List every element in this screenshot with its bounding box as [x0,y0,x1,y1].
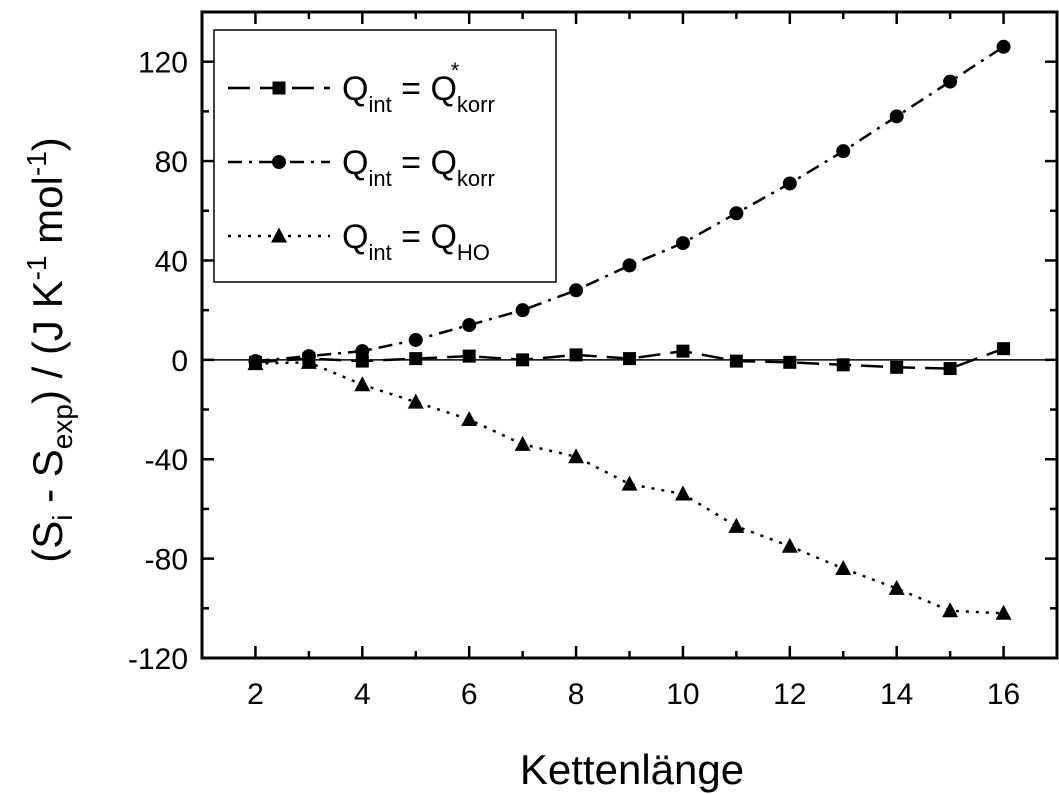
y-title-part: mol [24,176,71,255]
x-tick-label: 14 [880,678,913,711]
data-point-square [569,348,583,362]
legend-label-part: = Q [392,144,457,182]
series-line-square [255,347,1004,370]
y-axis-title: (Si - Sexp) / (J K-1 mol-1) [21,137,78,563]
legend-label-part: = Q [392,218,457,256]
data-point-circle [729,206,744,221]
data-point-triangle [461,410,478,426]
legend-label-part: int [368,92,391,117]
legend-entry: Qint = QHO [228,218,490,265]
y-title-sup-1: -1 [21,255,52,280]
data-point-triangle [247,355,264,371]
data-point-circle [515,303,530,318]
data-point-triangle [781,537,798,553]
data-point-square [623,352,636,366]
data-point-triangle [888,579,905,595]
data-point-circle [889,109,904,124]
y-tick-label: -120 [128,643,188,676]
data-point-circle [675,236,690,251]
data-point-triangle [835,560,852,576]
data-point-circle [996,39,1011,54]
y-tick-label: 80 [155,146,188,179]
x-tick-label: 16 [987,678,1020,711]
legend-marker [271,227,287,243]
y-tick-label: 120 [138,47,188,80]
data-point-circle [462,318,477,333]
x-tick-label: 10 [666,678,699,711]
legend-label-part: korr [457,166,495,191]
data-point-square [462,349,476,363]
legend-label-sup: * [451,58,460,83]
data-point-circle [782,176,797,191]
legend-label-part: Q [342,218,368,256]
y-title-part: (S [24,521,71,563]
legend-entry: Qint = Qkorr [228,144,495,191]
data-point-triangle [621,475,638,491]
data-point-square [355,354,369,368]
data-point-triangle [942,602,959,618]
data-point-triangle [728,517,745,533]
y-title-sup-2: -1 [21,151,52,176]
data-point-square [943,362,957,376]
series-line-triangle [255,361,1004,615]
data-series [247,39,1012,620]
legend-label: Qint = Qkorr * [342,58,495,117]
data-point-triangle [407,393,424,409]
data-point-circle [943,74,958,89]
y-title-sub-i: i [47,515,78,521]
y-title-part: ) / (J K [24,280,71,404]
y-tick-label: 0 [171,345,188,378]
data-point-circle [355,344,370,359]
data-point-circle [622,258,637,273]
legend-marker [272,155,286,169]
axis-ticks: 2 4 6 8 10 12 14 16 -120 -80 -40 0 40 80 120 [128,10,1059,711]
data-point-circle [408,332,423,347]
data-point-triangle [514,435,531,451]
legend-label-part: int [368,240,391,265]
data-point-square [729,354,743,368]
legend-box [213,29,557,283]
data-point-square [516,353,530,367]
legend-label-part: korr [457,92,495,117]
data-point-square [676,344,690,358]
data-point-circle [569,283,584,298]
x-tick-label: 6 [461,678,478,711]
legend-label-part: Q [342,144,368,182]
legend-marker [272,81,286,95]
data-point-square [997,342,1011,356]
data-point-triangle [354,376,371,392]
data-point-square [409,352,423,366]
x-tick-label: 2 [247,678,264,711]
y-title-part: ) [24,137,71,151]
data-point-triangle [674,485,691,501]
legend-label-part: int [368,166,391,191]
data-point-triangle [300,353,317,369]
x-tick-label: 12 [773,678,806,711]
y-title-part: - S [24,449,71,514]
x-tick-label: 8 [568,678,585,711]
data-point-circle [836,144,851,159]
y-title-sub-exp: exp [47,404,78,449]
x-tick-label: 4 [354,678,371,711]
y-tick-label: -40 [145,444,188,477]
legend-label: Qint = Qkorr [342,144,495,191]
x-axis-title: Kettenlänge [520,746,744,793]
y-tick-label: -80 [145,544,188,577]
data-point-triangle [568,448,585,464]
data-point-square [890,360,904,374]
legend-label-part: Q [342,70,368,108]
series-triangle [247,353,1012,620]
legend-entry: Qint = Qkorr * [228,58,495,117]
series-line-circle [255,45,1005,363]
legend-label-part: = Q [392,70,457,108]
series-circle [248,39,1011,369]
legend-label-part: HO [457,240,490,265]
data-point-triangle [995,604,1012,620]
y-tick-label: 40 [155,245,188,278]
legend-label: Qint = QHO [342,218,490,265]
data-point-square [783,355,797,369]
data-point-square [836,358,850,372]
